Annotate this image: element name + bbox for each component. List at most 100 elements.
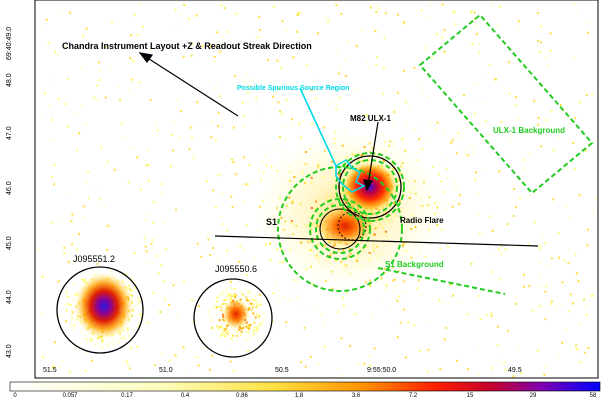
- noise-pixel: [223, 291, 226, 294]
- noise-pixel: [78, 132, 81, 135]
- noise-pixel: [375, 3, 378, 6]
- noise-pixel: [537, 39, 539, 42]
- noise-pixel: [569, 293, 572, 296]
- noise-pixel: [182, 346, 185, 349]
- s1-green-inner: [315, 204, 365, 254]
- noise-pixel: [292, 279, 295, 282]
- noise-pixel: [227, 293, 230, 296]
- noise-pixel: [354, 313, 357, 316]
- noise-pixel: [170, 294, 173, 297]
- noise-pixel: [284, 137, 286, 140]
- noise-pixel: [106, 248, 109, 251]
- noise-pixel: [212, 189, 215, 192]
- noise-pixel: [340, 337, 343, 340]
- noise-pixel: [126, 328, 129, 331]
- noise-pixel: [538, 245, 541, 248]
- noise-pixel: [74, 292, 77, 295]
- noise-pixel: [83, 205, 86, 208]
- noise-pixel: [245, 296, 248, 299]
- noise-pixel: [349, 344, 352, 347]
- noise-pixel: [273, 5, 275, 8]
- noise-pixel: [552, 149, 555, 152]
- noise-pixel: [517, 25, 520, 28]
- noise-pixel: [69, 304, 72, 307]
- noise-pixel: [254, 299, 257, 301]
- noise-pixel: [343, 58, 346, 61]
- noise-pixel: [174, 27, 177, 30]
- noise-pixel: [262, 323, 265, 326]
- noise-pixel: [506, 223, 509, 226]
- noise-pixel: [550, 300, 553, 303]
- noise-pixel: [248, 327, 251, 330]
- noise-pixel: [133, 61, 136, 64]
- noise-pixel: [438, 164, 441, 167]
- noise-pixel: [132, 280, 135, 283]
- noise-pixel: [66, 294, 69, 297]
- noise-pixel: [355, 45, 358, 48]
- noise-pixel: [71, 243, 74, 246]
- noise-pixel: [290, 124, 293, 127]
- noise-pixel: [550, 109, 553, 112]
- noise-pixel: [277, 87, 280, 90]
- noise-pixel: [219, 216, 222, 219]
- noise-pixel: [515, 295, 518, 298]
- noise-pixel: [467, 368, 470, 370]
- noise-pixel: [215, 31, 218, 34]
- noise-pixel: [80, 331, 82, 334]
- noise-pixel: [289, 102, 292, 105]
- noise-pixel: [232, 334, 235, 337]
- noise-pixel: [267, 58, 269, 61]
- colorbar-tick: 0.057: [62, 393, 78, 399]
- noise-pixel: [159, 311, 162, 313]
- noise-pixel: [232, 370, 235, 372]
- noise-pixel: [71, 213, 74, 216]
- noise-pixel: [514, 302, 517, 305]
- noise-pixel: [247, 299, 250, 302]
- noise-pixel: [346, 40, 349, 43]
- noise-pixel: [260, 178, 263, 181]
- noise-pixel: [540, 145, 543, 148]
- noise-pixel: [323, 126, 326, 129]
- noise-pixel: [504, 248, 507, 251]
- noise-pixel: [277, 101, 280, 104]
- noise-pixel: [221, 291, 224, 294]
- noise-pixel: [156, 129, 159, 132]
- noise-pixel: [475, 32, 478, 35]
- noise-pixel: [197, 364, 200, 367]
- x-tick: 51.5: [43, 367, 57, 374]
- noise-pixel: [470, 10, 473, 13]
- noise-pixel: [262, 311, 265, 314]
- noise-pixel: [385, 284, 387, 287]
- noise-pixel: [271, 320, 274, 323]
- noise-pixel: [137, 323, 140, 326]
- noise-pixel: [305, 85, 308, 88]
- noise-pixel: [196, 356, 199, 359]
- region-j0955506: [193, 278, 273, 358]
- noise-pixel: [454, 23, 457, 26]
- noise-pixel: [205, 180, 208, 183]
- noise-pixel: [255, 313, 258, 316]
- noise-pixel: [585, 305, 587, 308]
- noise-pixel: [338, 96, 341, 99]
- noise-pixel: [449, 283, 452, 286]
- noise-pixel: [573, 2, 576, 5]
- noise-pixel: [201, 347, 204, 350]
- noise-pixel: [441, 255, 444, 258]
- noise-pixel: [441, 36, 444, 39]
- noise-pixel: [131, 328, 134, 331]
- noise-pixel: [219, 50, 222, 53]
- noise-pixel: [200, 255, 203, 258]
- noise-pixel: [133, 252, 136, 255]
- readout-streak-arrowhead: [138, 52, 154, 64]
- noise-pixel: [235, 288, 238, 291]
- noise-pixel: [190, 299, 193, 301]
- noise-pixel: [413, 324, 416, 327]
- noise-pixel: [300, 10, 303, 13]
- noise-pixel: [366, 61, 369, 64]
- noise-pixel: [133, 286, 136, 289]
- noise-pixel: [544, 56, 547, 59]
- noise-pixel: [403, 22, 406, 25]
- noise-pixel: [249, 302, 252, 305]
- noise-pixel: [578, 194, 581, 197]
- noise-pixel: [489, 63, 491, 66]
